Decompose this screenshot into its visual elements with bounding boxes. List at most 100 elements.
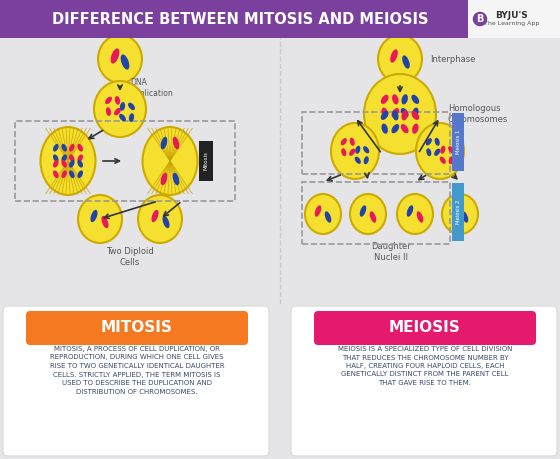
Ellipse shape: [426, 138, 432, 146]
Ellipse shape: [114, 108, 121, 115]
FancyBboxPatch shape: [314, 311, 536, 345]
Ellipse shape: [162, 216, 170, 228]
Ellipse shape: [440, 157, 446, 164]
Ellipse shape: [360, 205, 366, 217]
Ellipse shape: [412, 107, 418, 118]
Ellipse shape: [340, 138, 347, 146]
FancyBboxPatch shape: [0, 304, 560, 459]
FancyBboxPatch shape: [468, 0, 560, 38]
Ellipse shape: [101, 216, 109, 228]
Ellipse shape: [412, 95, 419, 104]
Ellipse shape: [120, 102, 125, 111]
Ellipse shape: [78, 195, 122, 243]
Ellipse shape: [402, 56, 410, 69]
Ellipse shape: [390, 49, 398, 63]
Text: Two Diploid
Cells: Two Diploid Cells: [106, 247, 154, 267]
Ellipse shape: [120, 54, 129, 70]
Ellipse shape: [442, 194, 478, 234]
Ellipse shape: [349, 138, 354, 146]
Ellipse shape: [402, 94, 408, 105]
Ellipse shape: [98, 35, 142, 83]
Ellipse shape: [391, 108, 399, 117]
Ellipse shape: [69, 144, 74, 151]
Ellipse shape: [392, 94, 399, 105]
Ellipse shape: [69, 170, 74, 178]
Ellipse shape: [448, 146, 454, 153]
Text: Mitosis: Mitosis: [203, 151, 208, 170]
Ellipse shape: [350, 194, 386, 234]
Ellipse shape: [53, 144, 59, 151]
Ellipse shape: [434, 149, 440, 156]
Ellipse shape: [315, 205, 321, 217]
Ellipse shape: [401, 108, 409, 117]
Ellipse shape: [305, 194, 341, 234]
Text: Homologous
Chromosomes: Homologous Chromosomes: [448, 104, 508, 124]
Ellipse shape: [417, 211, 423, 223]
Ellipse shape: [161, 137, 167, 149]
Ellipse shape: [397, 194, 433, 234]
Ellipse shape: [69, 160, 74, 168]
FancyBboxPatch shape: [291, 306, 557, 456]
Ellipse shape: [354, 157, 361, 164]
Ellipse shape: [435, 138, 440, 146]
Ellipse shape: [142, 127, 198, 195]
FancyBboxPatch shape: [0, 0, 560, 38]
Ellipse shape: [138, 195, 182, 243]
Ellipse shape: [472, 11, 488, 27]
Ellipse shape: [53, 160, 59, 168]
Ellipse shape: [172, 137, 179, 149]
Ellipse shape: [449, 156, 454, 164]
Ellipse shape: [105, 97, 112, 104]
Ellipse shape: [412, 123, 418, 134]
Ellipse shape: [363, 156, 368, 164]
Text: Interphase: Interphase: [430, 55, 475, 63]
Ellipse shape: [331, 123, 379, 179]
Ellipse shape: [416, 123, 464, 179]
Text: DIFFERENCE BETWEEN MITOSIS AND MEIOSIS: DIFFERENCE BETWEEN MITOSIS AND MEIOSIS: [52, 11, 428, 27]
Text: BYJU'S: BYJU'S: [496, 11, 529, 19]
Ellipse shape: [62, 154, 67, 162]
Ellipse shape: [426, 148, 431, 156]
Ellipse shape: [381, 107, 388, 118]
Ellipse shape: [391, 124, 399, 133]
Ellipse shape: [115, 96, 120, 105]
FancyBboxPatch shape: [452, 183, 464, 241]
FancyBboxPatch shape: [452, 113, 464, 171]
Ellipse shape: [381, 95, 389, 104]
Ellipse shape: [62, 144, 67, 151]
Ellipse shape: [363, 146, 369, 153]
Ellipse shape: [62, 160, 67, 168]
Ellipse shape: [452, 205, 458, 217]
Ellipse shape: [325, 211, 332, 223]
Text: MEIOSIS IS A SPECIALIZED TYPE OF CELL DIVISION
THAT REDUCES THE CHROMOSOME NUMBE: MEIOSIS IS A SPECIALIZED TYPE OF CELL DI…: [338, 346, 512, 386]
Ellipse shape: [69, 154, 74, 162]
Text: The Learning App: The Learning App: [484, 22, 540, 27]
Ellipse shape: [128, 103, 135, 110]
Text: MITOSIS: MITOSIS: [101, 320, 173, 336]
Text: MITOSIS, A PROCESS OF CELL DUPLICATION, OR
REPRODUCTION, DURING WHICH ONE CELL G: MITOSIS, A PROCESS OF CELL DUPLICATION, …: [50, 346, 225, 394]
Ellipse shape: [77, 154, 83, 162]
FancyBboxPatch shape: [3, 306, 269, 456]
Text: Daughter
Nuclei II: Daughter Nuclei II: [372, 242, 412, 262]
Text: Meiosis 2: Meiosis 2: [455, 200, 460, 224]
Ellipse shape: [172, 173, 179, 185]
Ellipse shape: [53, 170, 59, 178]
Ellipse shape: [119, 114, 126, 121]
Ellipse shape: [392, 110, 399, 120]
Ellipse shape: [129, 113, 134, 122]
Ellipse shape: [349, 149, 355, 156]
Ellipse shape: [407, 205, 413, 217]
Ellipse shape: [77, 170, 83, 178]
Text: DNA
Replication: DNA Replication: [130, 78, 172, 98]
Ellipse shape: [381, 123, 388, 134]
Ellipse shape: [412, 111, 419, 120]
Ellipse shape: [111, 48, 119, 64]
Ellipse shape: [355, 146, 360, 154]
Text: MEIOSIS: MEIOSIS: [389, 320, 461, 336]
Ellipse shape: [91, 210, 97, 222]
Ellipse shape: [381, 111, 389, 120]
Ellipse shape: [370, 211, 376, 223]
Ellipse shape: [402, 110, 408, 120]
Ellipse shape: [94, 81, 146, 137]
FancyBboxPatch shape: [199, 141, 213, 181]
